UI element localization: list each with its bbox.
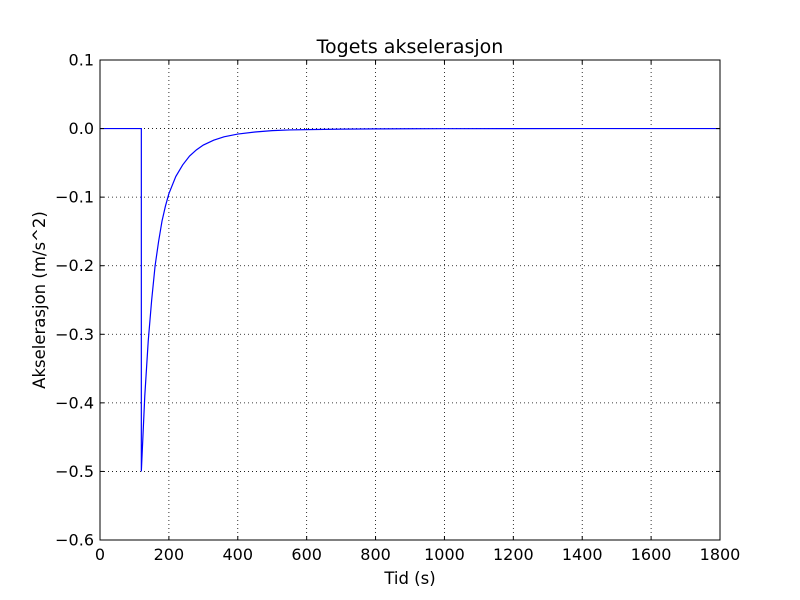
plot-area — [100, 127, 720, 472]
x-tick-label: 400 — [223, 545, 254, 564]
y-tick-label: −0.1 — [55, 188, 94, 207]
y-tick-label: −0.2 — [55, 256, 94, 275]
grid — [100, 60, 720, 540]
x-tick-label: 800 — [360, 545, 391, 564]
x-tick-label: 600 — [291, 545, 322, 564]
axes-frame — [99, 59, 721, 541]
x-tick-label: 1800 — [700, 545, 741, 564]
ticks — [99, 59, 721, 541]
x-axis-title: Tid (s) — [383, 569, 435, 588]
y-axis-title: Akselerasjon (m/s^2) — [30, 211, 49, 389]
chart-title: Togets akselerasjon — [316, 36, 504, 58]
x-tick-label: 1400 — [562, 545, 603, 564]
y-tick-label: 0.1 — [69, 51, 94, 70]
y-tick-label: −0.4 — [55, 393, 94, 412]
y-tick-label: 0.0 — [69, 119, 94, 138]
x-tick-label: 1000 — [424, 545, 465, 564]
series-line — [100, 127, 720, 472]
y-tick-label: −0.6 — [55, 531, 94, 550]
x-tick-label: 1600 — [631, 545, 672, 564]
x-tick-label: 0 — [95, 545, 105, 564]
y-tick-label: −0.5 — [55, 462, 94, 481]
tick-labels: 0 200 400 600 800 1000 1200 1400 1600 1800 0.1 0.0 −… — [55, 51, 740, 565]
y-tick-label: −0.3 — [55, 325, 94, 344]
x-tick-label: 200 — [154, 545, 185, 564]
x-tick-label: 1200 — [493, 545, 534, 564]
